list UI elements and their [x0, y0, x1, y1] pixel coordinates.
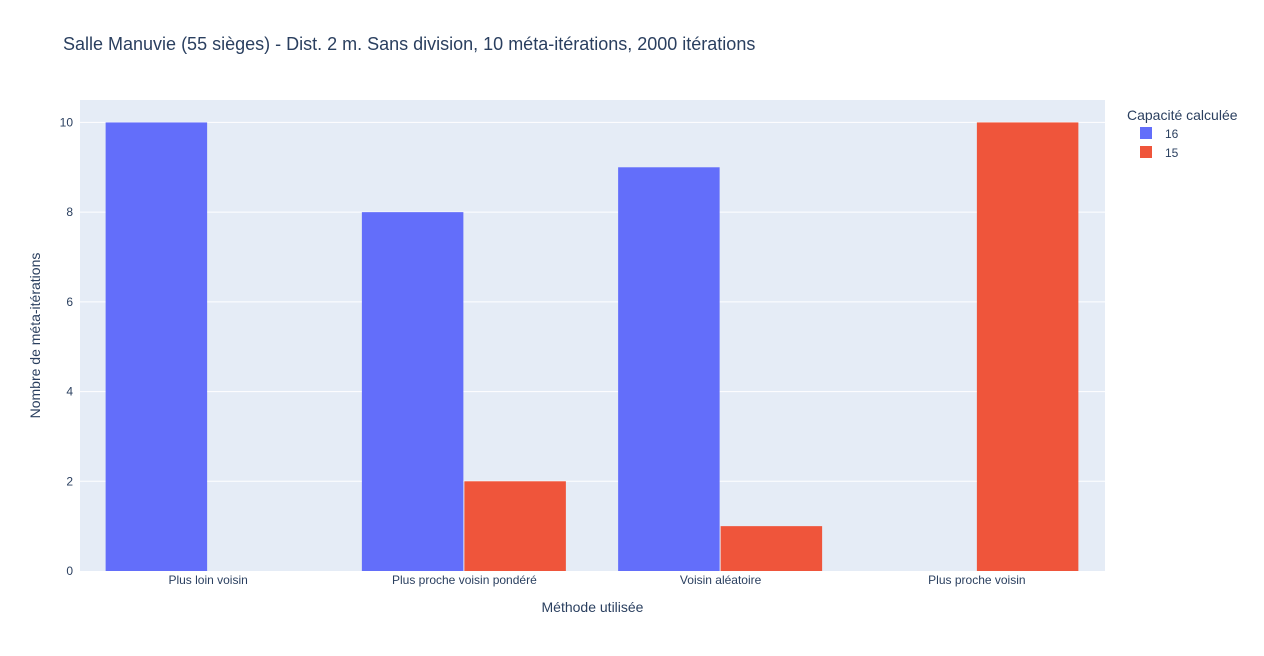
- bar-15-2: [720, 526, 823, 571]
- legend-label-16: 16: [1165, 127, 1179, 141]
- legend: Capacité calculée 16 15: [1127, 107, 1238, 160]
- x-axis-title: Méthode utilisée: [542, 599, 644, 615]
- legend-title: Capacité calculée: [1127, 107, 1238, 123]
- bar-15-1: [464, 481, 566, 571]
- x-axis-ticks: Plus loin voisin Plus proche voisin pondé…: [168, 573, 1025, 587]
- legend-label-15: 15: [1165, 146, 1179, 160]
- plot-area: [80, 100, 1105, 571]
- bar-16-2: [618, 167, 720, 572]
- y-tick-label: 6: [66, 295, 73, 309]
- x-tick-label: Plus proche voisin pondéré: [392, 573, 537, 587]
- y-axis-title: Nombre de méta-itérations: [27, 253, 43, 419]
- chart-title: Salle Manuvie (55 sièges) - Dist. 2 m. S…: [63, 34, 755, 54]
- bar-16-0: [105, 122, 208, 571]
- bar-15-3: [976, 122, 1079, 571]
- x-tick-label: Plus loin voisin: [168, 573, 247, 587]
- x-tick-label: Plus proche voisin: [928, 573, 1025, 587]
- x-tick-label: Voisin aléatoire: [680, 573, 762, 587]
- legend-swatch-15: [1140, 146, 1152, 158]
- y-tick-label: 10: [60, 115, 74, 129]
- y-axis-ticks: 0 2 4 6 8 10: [60, 115, 74, 578]
- y-tick-label: 2: [66, 474, 73, 488]
- legend-swatch-16: [1140, 127, 1152, 139]
- bars: [105, 122, 1079, 572]
- bar-16-1: [361, 212, 464, 571]
- y-tick-label: 0: [66, 564, 73, 578]
- gridlines: [80, 121, 1105, 482]
- y-tick-label: 4: [66, 385, 73, 399]
- y-tick-label: 8: [66, 205, 73, 219]
